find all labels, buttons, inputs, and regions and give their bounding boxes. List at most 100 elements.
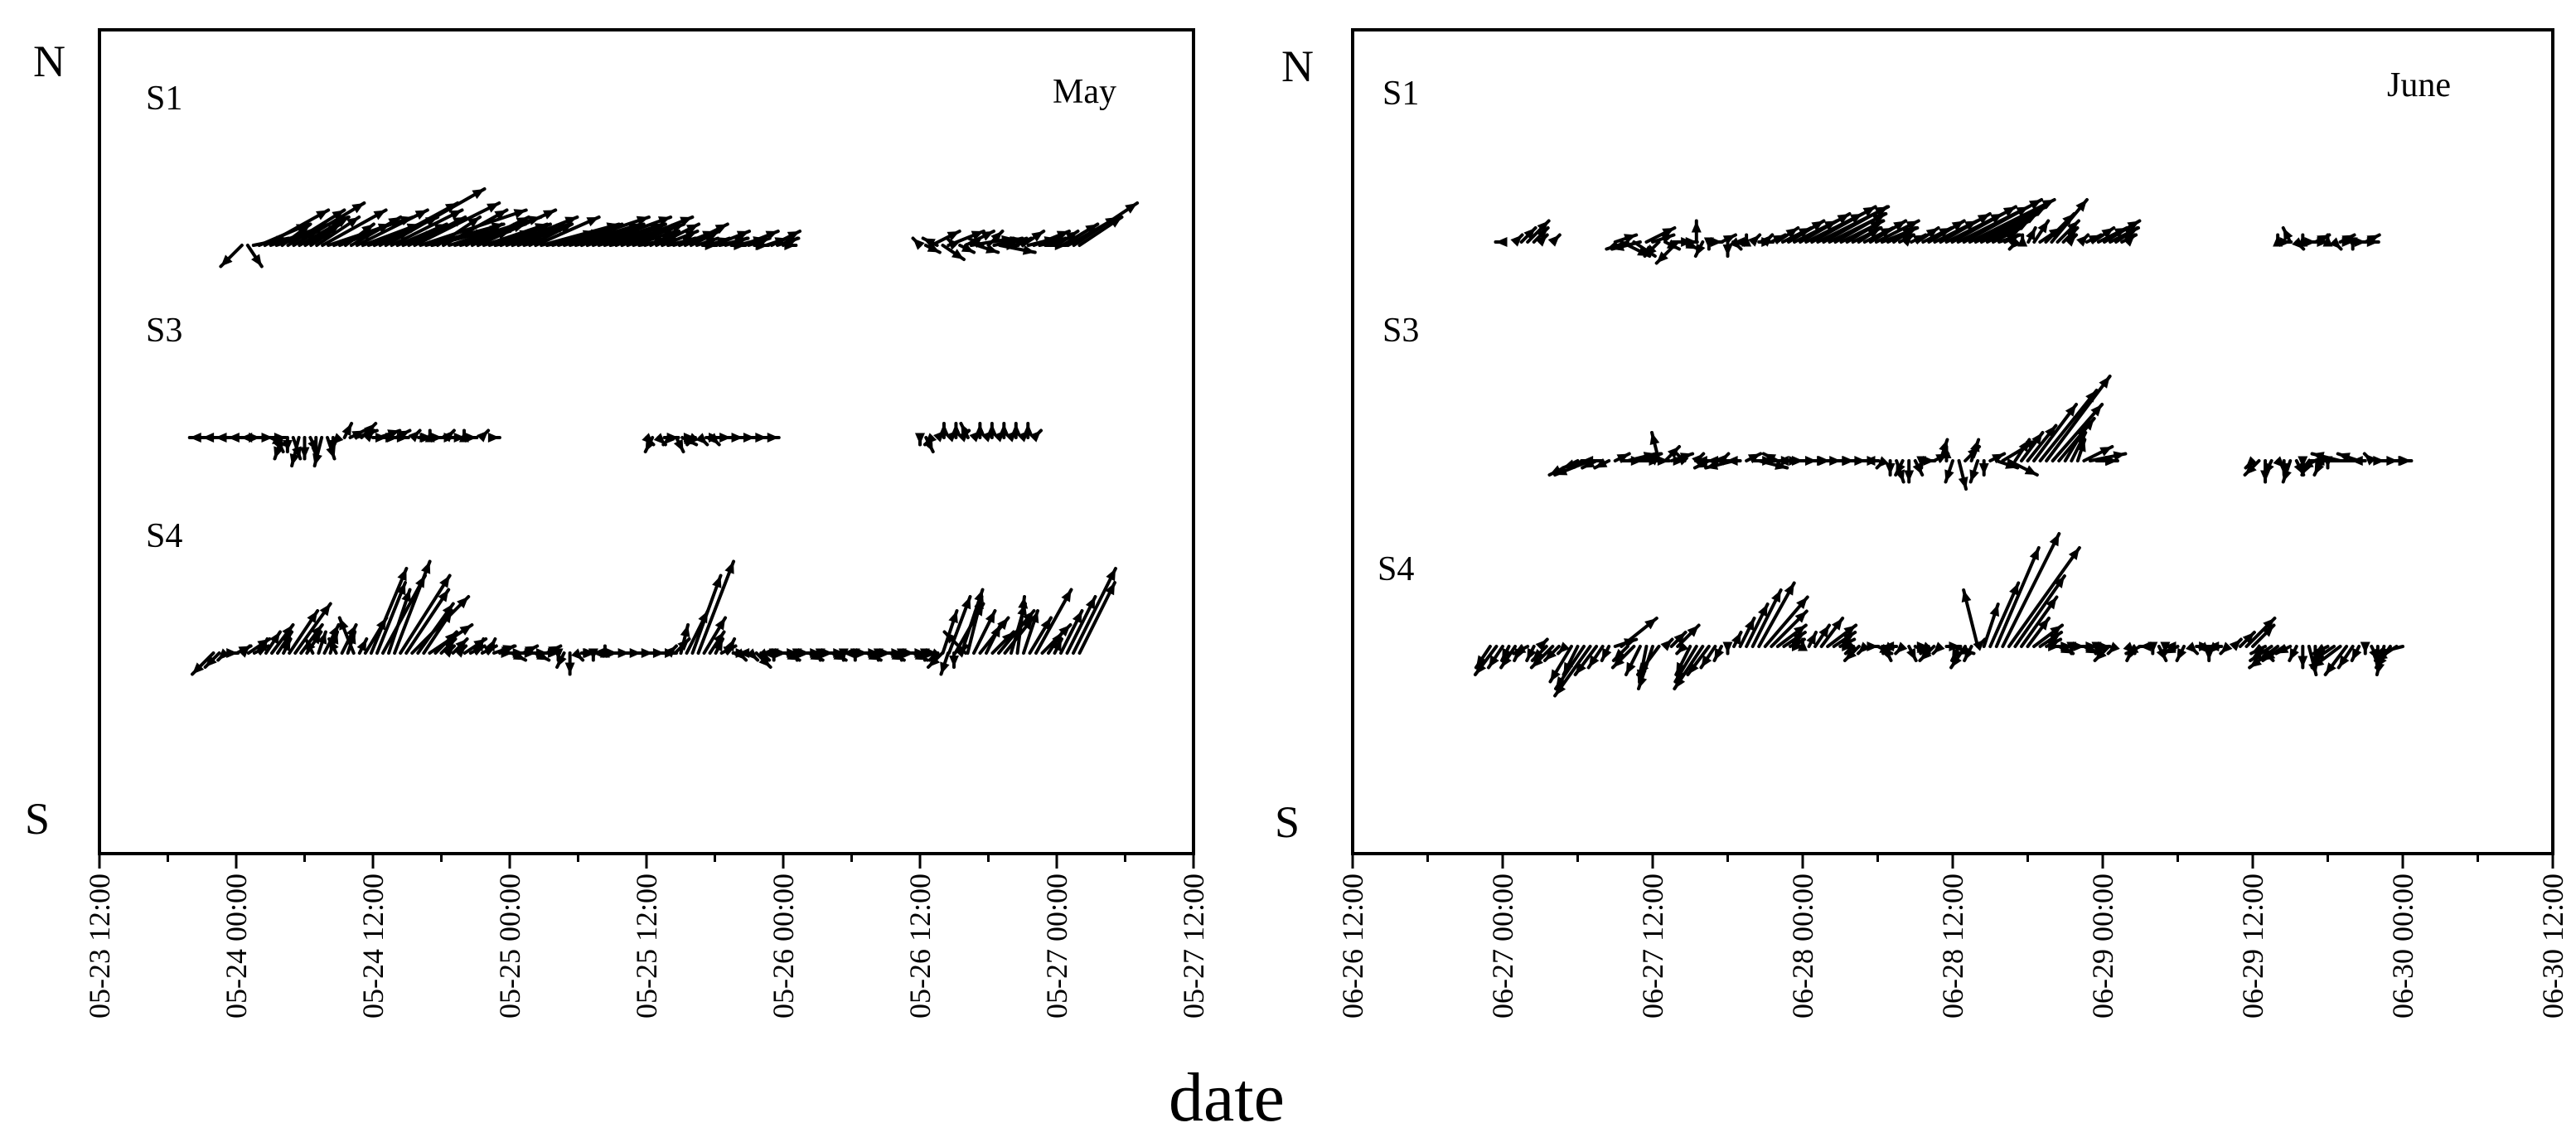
vector-arrowhead [755,433,767,443]
vector-arrowhead [327,224,341,235]
vector-arrowhead [1978,463,1989,475]
vector-arrowhead [583,648,595,658]
vector-arrowhead [1796,597,1808,610]
vector-arrowhead [1660,639,1673,651]
vector-arrowhead [1638,662,1649,675]
vector-arrowhead [2177,647,2187,661]
vector-arrowhead [663,433,675,445]
vector-stick [390,208,464,247]
vector-arrowhead [2085,641,2098,651]
vector-arrowhead [1876,456,1889,468]
x-tick-label: 06-29 00:00 [2086,874,2119,1019]
vector-arrowhead [317,632,327,645]
vector-arrowhead [1901,235,1913,247]
vector-arrowhead [951,423,961,435]
vector-stick [690,574,723,655]
vector-arrowhead [2375,646,2388,656]
vector-arrowhead [1637,675,1648,689]
vector-arrowhead [1595,457,1608,468]
vector-arrowhead [868,648,880,658]
vector-arrowhead [1843,625,1857,636]
vector-arrowhead [913,238,925,250]
vector-arrowhead [1001,632,1014,644]
vector-arrowhead [215,433,227,443]
vector-arrowhead [1649,433,1660,446]
vector-arrowhead [339,617,349,631]
vector-arrowhead [2009,583,2019,596]
vector-arrowhead [1794,611,1807,623]
vector-stick [369,567,409,655]
month-label: May [1053,73,1116,111]
vector-arrowhead [385,433,398,443]
vector-arrowhead [298,224,311,235]
vector-arrowhead [664,646,676,658]
vector-arrowhead [961,423,971,437]
vector-arrowhead [1905,220,1919,231]
x-tick-label: 05-27 12:00 [1177,874,1210,1019]
vector-arrowhead [2251,643,2264,654]
vector-arrowhead [1722,235,1736,245]
vector-arrowhead [1964,647,1974,661]
vector-arrowhead [2329,237,2341,249]
vector-arrowhead [1531,656,1543,668]
vector-arrowhead [494,210,507,220]
vector-arrowhead [1109,217,1122,228]
vector-stick [2007,546,2081,648]
x-tick-label: 05-23 12:00 [83,874,116,1019]
vector-arrowhead [2037,220,2049,234]
vector-arrowhead [501,646,515,656]
vector-stick [1973,205,2048,244]
vector-stick [321,208,388,247]
vector-stick [384,187,487,247]
vector-arrowhead [2229,639,2241,651]
vector-arrowhead [1794,625,1806,636]
x-tick-label: 06-28 00:00 [1786,874,1819,1019]
vector-arrowhead [1829,456,1842,466]
vector-arrowhead [2068,548,2080,560]
series-s4 [191,559,1117,676]
vector-arrowhead [2283,228,2293,241]
vector-arrowhead [2090,404,2103,417]
vector-arrowhead [226,648,239,658]
vector-stick [355,208,429,247]
vector-arrowhead [1527,647,1537,661]
vector-arrowhead [1557,641,1571,654]
vector-arrowhead [2276,643,2289,654]
vector-arrowhead [961,242,975,253]
vector-arrowhead [467,217,481,228]
vector-arrowhead [1757,604,1768,617]
vector-arrowhead [559,224,573,235]
vector-arrowhead [513,209,526,219]
series-label-s4: S4 [1378,550,1414,588]
vector-stick [1072,567,1117,655]
vector-arrowhead [535,648,548,658]
vector-arrowhead [319,603,331,617]
vector-arrowhead [2037,618,2049,631]
vector-arrowhead [1785,228,1799,239]
vector-arrowhead [767,433,779,443]
vector-arrowhead [1029,430,1041,443]
vector-arrowhead [1085,224,1098,235]
vector-arrowhead [1867,641,1879,651]
vector-arrowhead [396,433,409,443]
vector-arrowhead [1798,639,1808,651]
vector-stick [399,574,452,655]
vector-arrowhead [362,430,375,443]
vector-arrowhead [1763,453,1777,464]
vector-arrowhead [1701,655,1712,668]
vector-stick [476,208,558,247]
vector-arrowhead [961,597,971,610]
vector-arrowhead [1842,641,1854,651]
vector-arrowhead [948,611,958,624]
vector-arrowhead [1863,456,1876,466]
vector-arrowhead [1857,641,1871,654]
vector-arrowhead [975,423,985,435]
vector-arrowhead [1555,466,1568,476]
vector-arrowhead [459,625,472,636]
vector-arrowhead [489,224,502,235]
vector-arrowhead [1072,611,1082,624]
vector-arrowhead [927,242,940,253]
vector-arrowhead [653,433,666,445]
vector-arrowhead [1694,457,1708,468]
vector-arrowhead [724,561,734,574]
